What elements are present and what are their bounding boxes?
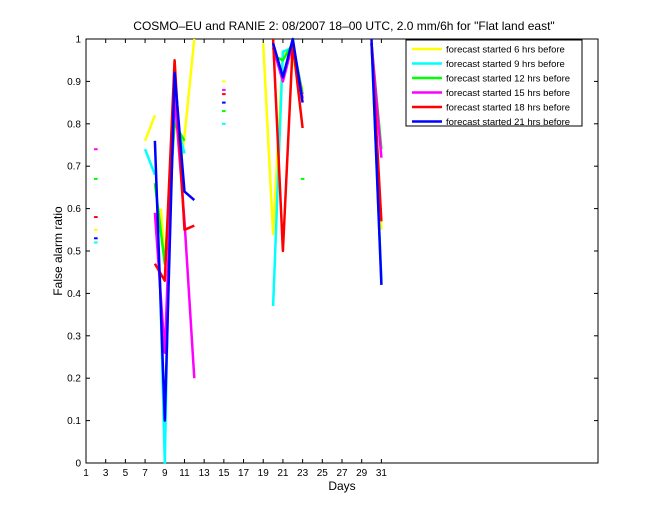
x-tick-label: 15 bbox=[218, 468, 230, 479]
x-tick-label: 23 bbox=[297, 468, 309, 479]
x-tick-label: 11 bbox=[179, 468, 190, 479]
x-axis-label: Days bbox=[328, 479, 355, 493]
x-tick-label: 7 bbox=[142, 468, 148, 479]
x-tick-label: 17 bbox=[238, 468, 250, 479]
series-line bbox=[143, 114, 157, 142]
x-tick-label: 5 bbox=[123, 468, 129, 479]
series-layer bbox=[94, 37, 383, 465]
x-tick-label: 31 bbox=[376, 468, 388, 479]
x-tick-label: 9 bbox=[162, 468, 168, 479]
legend-entry: forecast started 6 hrs before bbox=[446, 45, 565, 56]
y-tick-label: 0.3 bbox=[67, 331, 81, 342]
x-tick-label: 27 bbox=[336, 468, 348, 479]
series-line bbox=[143, 148, 157, 176]
legend-entry: forecast started 9 hrs before bbox=[446, 59, 565, 70]
y-tick-label: 0.4 bbox=[67, 289, 81, 300]
x-tick-label: 1 bbox=[83, 468, 89, 479]
chart-title: COSMO–EU and RANIE 2: 08/2007 18–00 UTC,… bbox=[133, 19, 554, 33]
x-tick-label: 21 bbox=[277, 468, 289, 479]
x-tick-label: 13 bbox=[199, 468, 211, 479]
y-tick-label: 0.9 bbox=[67, 77, 81, 88]
legend-entry: forecast started 15 hrs before bbox=[446, 88, 570, 99]
series-6 bbox=[94, 37, 383, 422]
x-tick-label: 3 bbox=[103, 468, 109, 479]
y-tick-label: 0.6 bbox=[67, 204, 81, 215]
legend-box bbox=[405, 39, 583, 127]
legend-entry: forecast started 12 hrs before bbox=[446, 74, 570, 85]
series-line bbox=[370, 38, 383, 285]
series-line bbox=[153, 58, 195, 282]
x-tick-label: 25 bbox=[317, 468, 329, 479]
axis-ticks: 1 3 5 7 9 11 13 15 17 19 21 23 25 27 29 3100.10.20.30.4… bbox=[67, 35, 598, 479]
series-line bbox=[271, 38, 304, 253]
legend-entry: forecast started 18 hrs before bbox=[446, 103, 570, 114]
y-axis-label: False alarm ratio bbox=[51, 206, 65, 296]
legend: forecast started 6 hrs before forecast st… bbox=[405, 39, 583, 128]
series-line bbox=[153, 71, 196, 422]
x-tick-label: 19 bbox=[258, 468, 270, 479]
x-tick-label: 29 bbox=[356, 468, 368, 479]
y-tick-label: 0.8 bbox=[67, 119, 81, 130]
series-line bbox=[271, 37, 304, 103]
legend-entry: forecast started 21 hrs before bbox=[446, 117, 570, 128]
y-tick-label: 0.2 bbox=[67, 374, 81, 385]
y-tick-label: 1 bbox=[75, 35, 81, 46]
y-tick-label: 0.1 bbox=[67, 416, 81, 427]
y-tick-label: 0 bbox=[75, 459, 81, 470]
y-tick-label: 0.7 bbox=[67, 162, 81, 173]
y-tick-label: 0.5 bbox=[67, 247, 81, 258]
